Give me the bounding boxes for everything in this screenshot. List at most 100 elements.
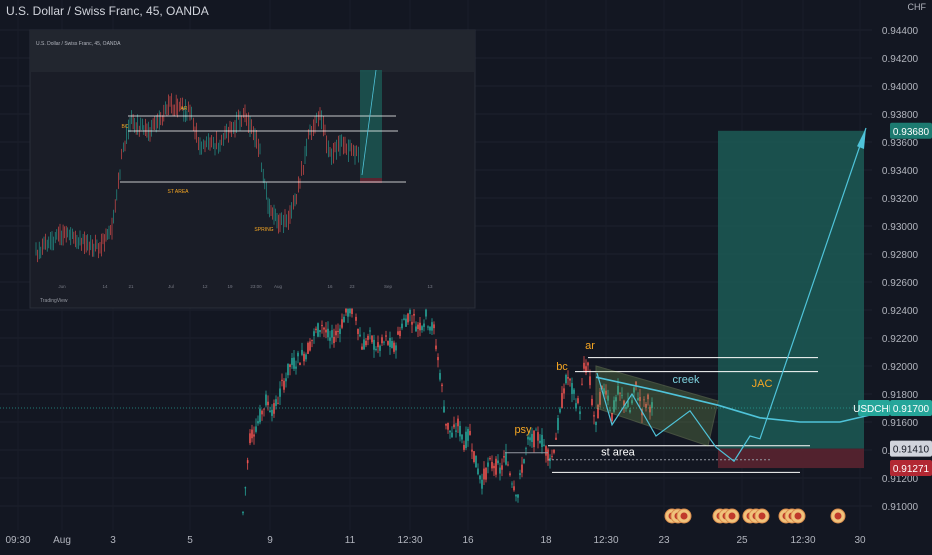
candle-body — [609, 409, 611, 411]
candle-body — [283, 380, 285, 390]
ar-label: ar — [585, 340, 595, 352]
candle-body — [529, 437, 531, 441]
candle-body — [457, 418, 459, 427]
candle-body — [511, 483, 513, 485]
candle-body — [479, 475, 481, 480]
candle-body — [319, 330, 321, 333]
candle-body — [499, 467, 501, 474]
candle-body — [337, 330, 339, 332]
candle-body — [427, 326, 429, 328]
trend-channel — [595, 365, 719, 447]
candle-body — [257, 421, 259, 424]
candle-body — [463, 445, 465, 450]
candle-body — [251, 429, 253, 439]
chart-title: U.S. Dollar / Swiss Franc, 45, OANDA — [6, 4, 209, 18]
candle-body — [413, 313, 415, 316]
candle-body — [361, 346, 363, 350]
candle-body — [561, 393, 563, 409]
candle-body — [309, 341, 311, 351]
x-tick-label: 16 — [462, 535, 474, 546]
candle-body — [331, 330, 333, 338]
candle-body — [485, 468, 487, 480]
inset-x-tick: 14 — [102, 284, 108, 289]
price-label-current: 0.91700 — [893, 404, 930, 415]
candle-body — [579, 411, 581, 415]
candle-body — [293, 357, 295, 369]
candle-body — [277, 402, 279, 404]
x-tick-label: 12:30 — [593, 535, 618, 546]
candle-body — [647, 394, 649, 400]
candle-body — [355, 316, 357, 321]
candle-body — [259, 408, 261, 423]
x-tick-label: Aug — [53, 535, 71, 546]
candle-body — [242, 511, 244, 514]
time-axis[interactable]: 09:30 Aug 3 5 9 11 12:30 16 18 12:30 23 25 12:30 30 — [0, 530, 932, 550]
inset-footer: TradingView — [40, 298, 68, 304]
candle-body — [509, 473, 511, 476]
inset-x-tick: 12 — [202, 284, 208, 289]
candle-body — [517, 494, 519, 498]
candle-body — [305, 354, 307, 360]
price-label-bg-current — [890, 400, 932, 416]
stop-zone — [718, 448, 864, 469]
candle-body — [451, 432, 453, 438]
candle-body — [563, 388, 565, 394]
price-label-target: 0.93680 — [893, 127, 930, 138]
bc-label: bc — [556, 361, 568, 373]
price-label-bg-stop — [890, 460, 932, 477]
candle-body — [389, 337, 391, 348]
candle-body — [473, 451, 475, 463]
candle-body — [329, 337, 331, 341]
candle-body — [541, 434, 543, 448]
candle-body — [589, 376, 591, 386]
candle-body — [441, 384, 443, 387]
candle-body — [449, 430, 451, 433]
candle-body — [341, 319, 343, 328]
event-icon-dot — [794, 512, 802, 520]
candle-body — [445, 423, 447, 426]
inset-label: SPRING — [254, 227, 273, 233]
currency-unit: CHF — [907, 2, 927, 12]
inset-frame — [29, 29, 476, 309]
candle-body — [573, 389, 575, 394]
candle-body — [495, 458, 497, 475]
inset-stop-zone — [360, 178, 382, 183]
candle-body — [379, 345, 381, 351]
price-label-symbol: USDCHF — [853, 404, 895, 415]
candle-body — [607, 395, 609, 401]
x-tick-label: 12:30 — [397, 535, 422, 546]
y-tick-label: 0.91800 — [882, 390, 919, 401]
candle-body — [505, 452, 507, 465]
candle-body — [515, 494, 517, 497]
x-tick-label: 23 — [658, 535, 670, 546]
candle-body — [531, 433, 533, 442]
candle-body — [411, 321, 413, 325]
candle-body — [651, 402, 653, 408]
candle-body — [311, 339, 313, 341]
candle-body — [507, 464, 509, 466]
candle-body — [527, 436, 529, 440]
candle-body — [265, 394, 267, 406]
candle-body — [285, 378, 287, 382]
price-label-stop: 0.91271 — [893, 464, 930, 475]
projection-path — [596, 127, 867, 463]
inset-x-tick: 16 — [327, 284, 333, 289]
y-tick-label: 0.92800 — [882, 250, 919, 261]
price-axis[interactable]: 0.94400 0.94200 0.94000 0.93800 0.93600 0.934… — [853, 0, 932, 550]
candle-body — [295, 366, 297, 369]
candles — [242, 298, 653, 516]
candle-body — [635, 381, 637, 386]
candle-body — [263, 408, 265, 410]
candle-body — [617, 385, 619, 395]
candle-body — [391, 340, 393, 348]
candle-body — [269, 410, 271, 413]
x-tick-label: 3 — [110, 535, 116, 546]
candle-body — [409, 309, 411, 314]
jac-label: JAC — [752, 378, 773, 390]
candle-body — [587, 362, 589, 366]
x-tick-label: 9 — [267, 535, 273, 546]
candle-body — [483, 468, 485, 480]
candle-body — [631, 400, 633, 404]
candle-body — [567, 377, 569, 379]
